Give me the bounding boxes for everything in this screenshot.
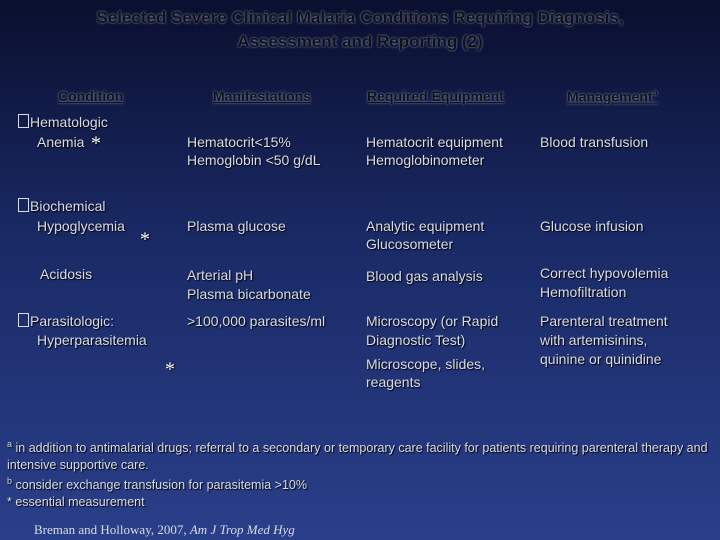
group-label: Biochemical xyxy=(30,198,106,214)
footnote-text: * essential measurement xyxy=(7,494,145,509)
footnote-text: consider exchange transfusion for parasi… xyxy=(15,478,308,493)
footnotes: a in addition to antimalarial drugs; ref… xyxy=(7,436,715,510)
condition: Acidosis xyxy=(40,266,93,282)
column-header: Condition xyxy=(58,88,124,104)
title-line: Selected Severe Clinical Malaria Conditi… xyxy=(96,8,624,27)
footnote: * essential measurement xyxy=(7,494,715,511)
manifestation: Hemoglobin <50 g/dL xyxy=(187,152,321,168)
equipment: Diagnostic Test) xyxy=(366,332,466,348)
equipment: Hematocrit equipment xyxy=(366,134,503,150)
title-line: Assessment and Reporting (2) xyxy=(237,32,483,51)
condition: Hyperparasitemia xyxy=(37,332,147,348)
column-header: Manifestations xyxy=(213,88,312,104)
management: Hemofiltration xyxy=(540,284,627,300)
essential-mark: * xyxy=(165,358,175,381)
footnote: a in addition to antimalarial drugs; ref… xyxy=(7,436,715,473)
footnote-sup: b xyxy=(7,476,13,487)
column-header: Required Equipment xyxy=(367,88,504,104)
footnote-sup: a xyxy=(7,439,13,449)
manifestation: Arterial pH xyxy=(187,267,254,283)
footnote-text: in addition to antimalarial drugs; refer… xyxy=(7,441,708,472)
management: quinine or quinidine xyxy=(540,351,662,367)
equipment: Microscope, slides, xyxy=(366,356,486,372)
citation: Breman and Holloway, 2007, Am J Trop Med… xyxy=(34,522,295,538)
essential-mark: * xyxy=(91,132,101,155)
group-label: Parasitologic: xyxy=(30,313,115,329)
condition: Anemia xyxy=(37,134,85,150)
column-header: Managementa xyxy=(567,88,658,105)
management: Parenteral treatment xyxy=(540,313,668,329)
bullet xyxy=(18,313,29,327)
management: Blood transfusion xyxy=(540,134,649,150)
citation-authors: Breman and Holloway, 2007, xyxy=(34,522,187,537)
equipment: Blood gas analysis xyxy=(366,268,483,284)
management: Correct hypovolemia xyxy=(540,265,669,281)
header-text: Management xyxy=(567,88,653,105)
bullet xyxy=(18,198,29,212)
equipment: Analytic equipment xyxy=(366,218,485,234)
manifestation: Hematocrit<15% xyxy=(187,134,291,150)
group-label: Hematologic xyxy=(30,114,108,130)
bullet xyxy=(18,114,29,128)
manifestation: >100,000 parasites/ml xyxy=(187,313,326,329)
manifestation: Plasma bicarbonate xyxy=(187,286,311,302)
equipment: reagents xyxy=(366,374,421,390)
management: Glucose infusion xyxy=(540,218,644,234)
management: with artemisinins, xyxy=(540,332,648,348)
header-sup: a xyxy=(652,87,658,98)
condition: Hypoglycemia xyxy=(37,218,125,234)
equipment: Microscopy (or Rapid xyxy=(366,313,499,329)
equipment: Glucosometer xyxy=(366,236,454,252)
footnote: b consider exchange transfusion for para… xyxy=(7,473,715,494)
citation-journal: Am J Trop Med Hyg xyxy=(189,522,295,537)
essential-mark: * xyxy=(140,228,150,251)
manifestation: Plasma glucose xyxy=(187,218,286,234)
equipment: Hemoglobinometer xyxy=(366,152,485,168)
